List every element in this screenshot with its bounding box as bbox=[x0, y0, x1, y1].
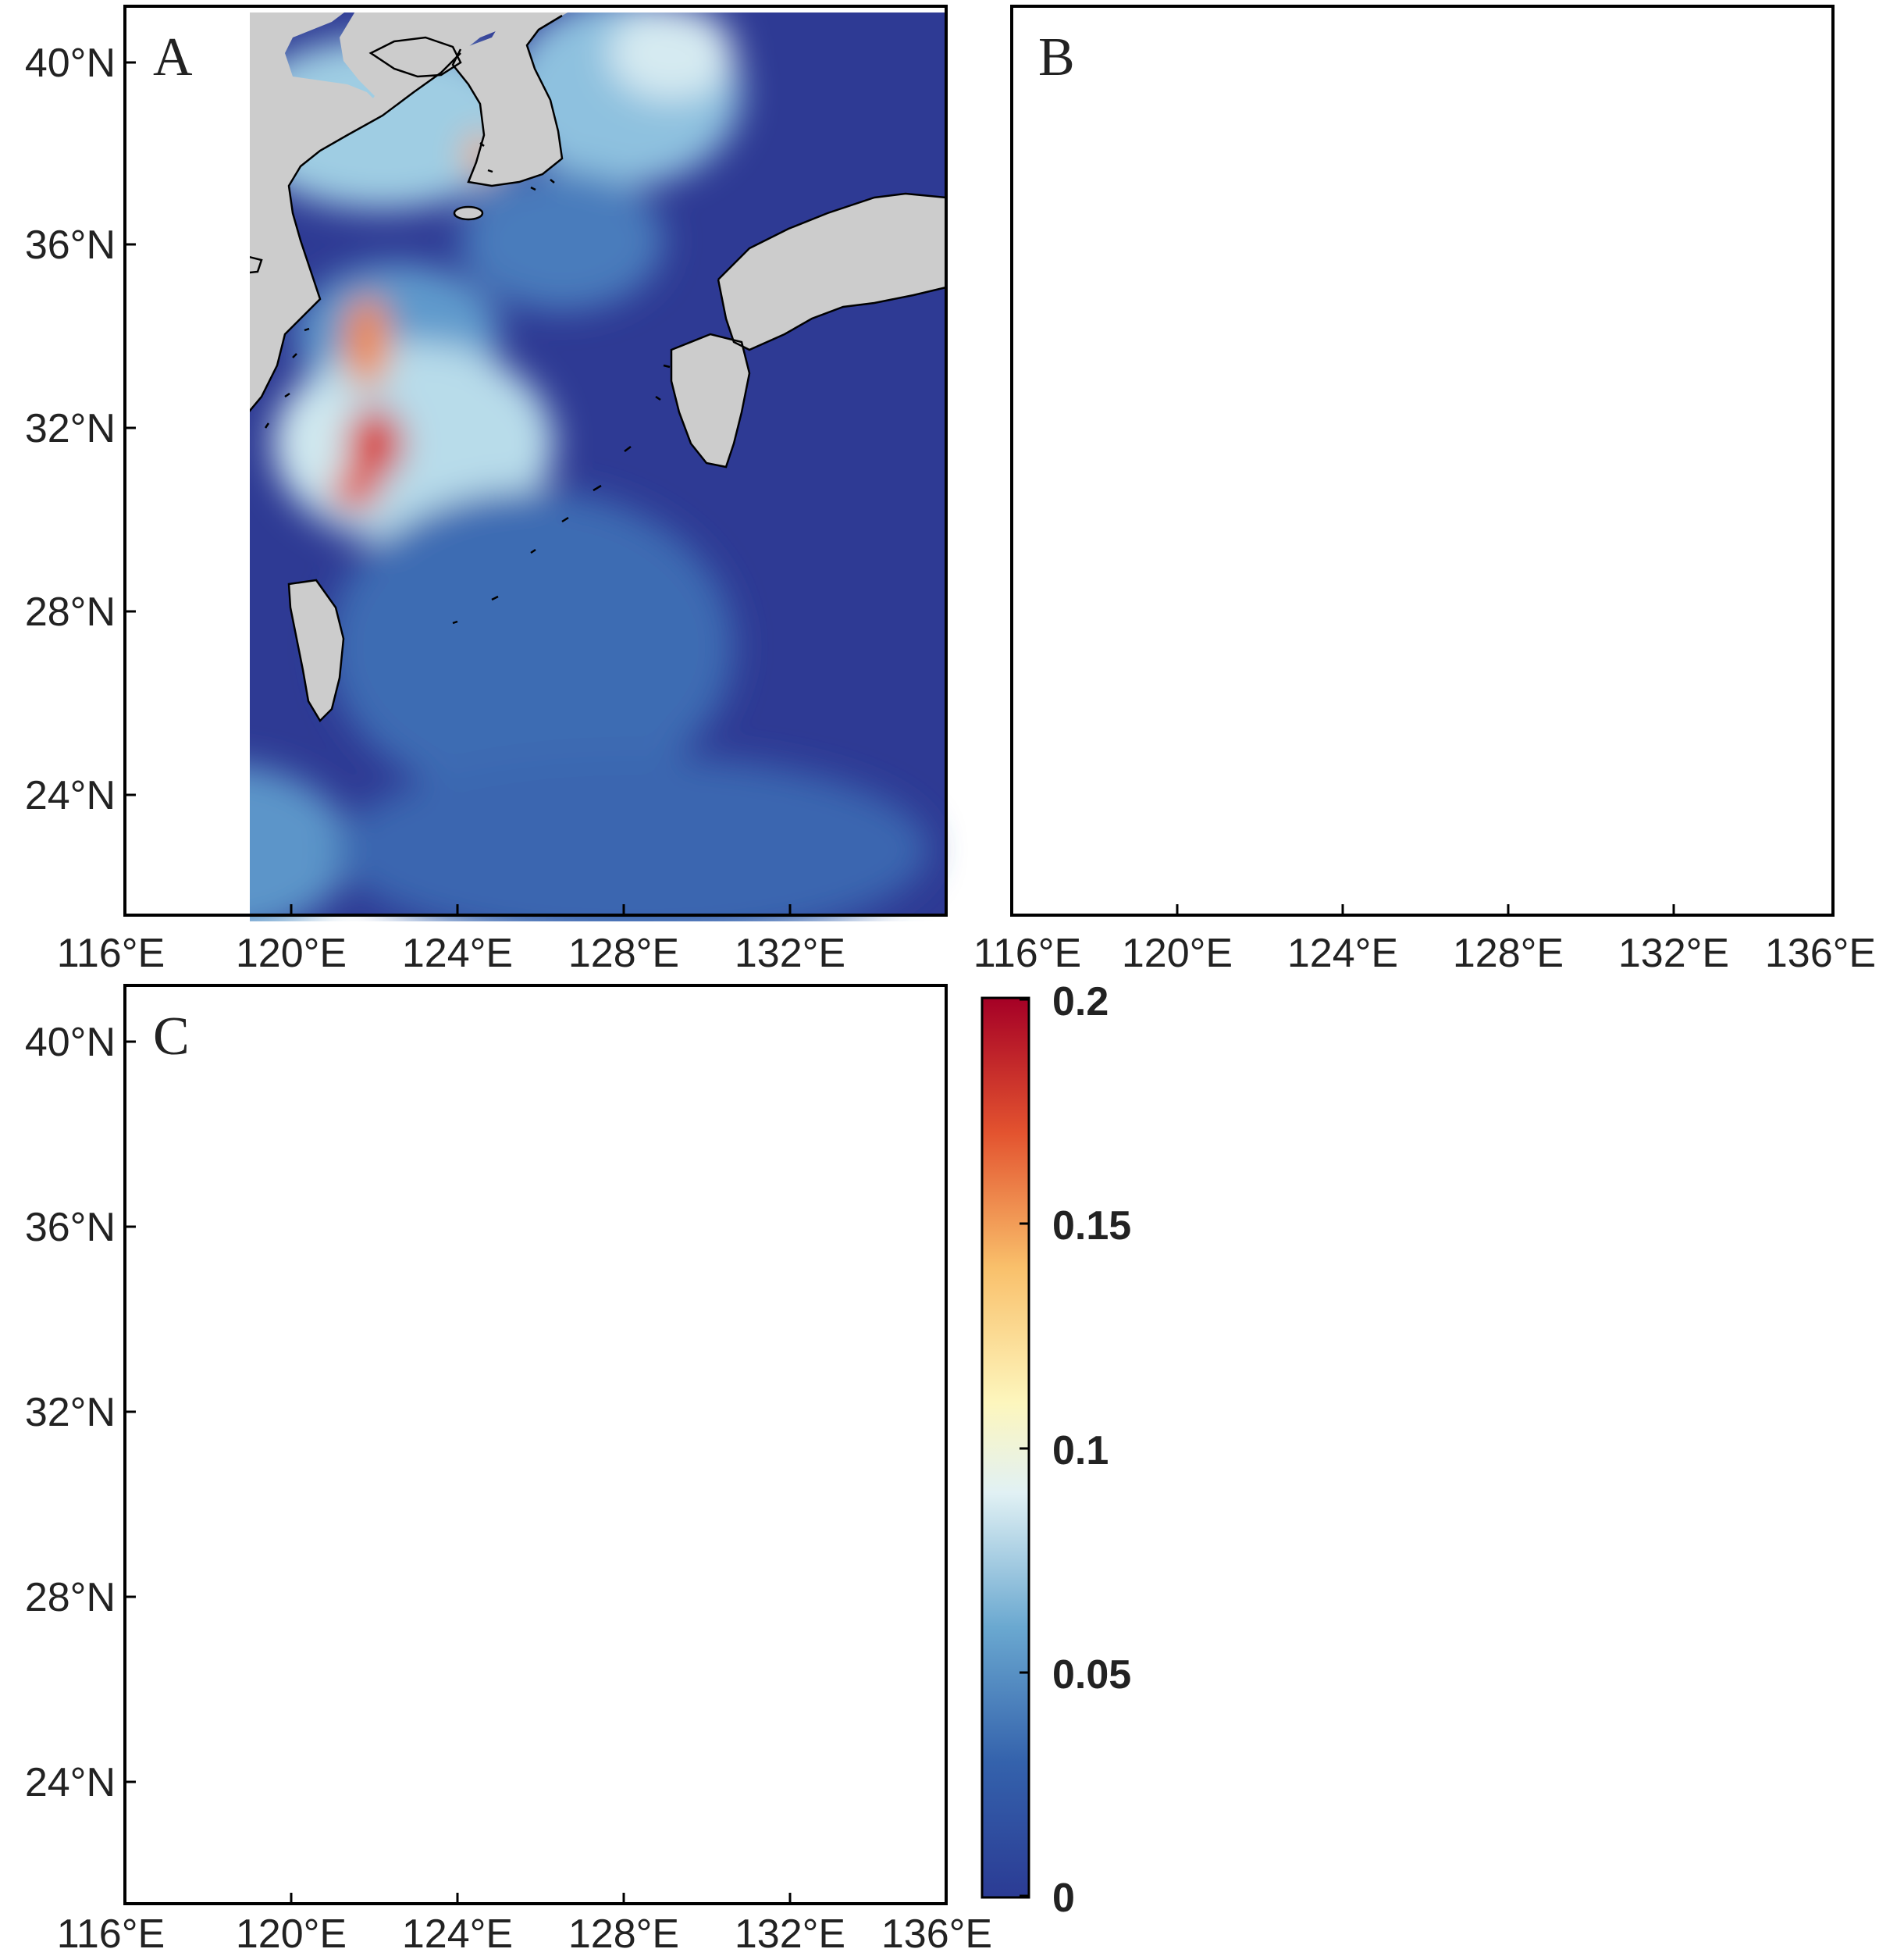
panel-b-lon-tick: 124°E bbox=[1287, 931, 1398, 976]
panel-a-lat-tick: 28°N bbox=[25, 590, 116, 635]
colorbar-tick: 0 bbox=[1052, 1876, 1075, 1921]
panel-b-frame bbox=[1010, 5, 1835, 917]
panel-a-lon-tick: 128°E bbox=[568, 931, 679, 976]
panel-b-lon-labels: 116°E 120°E 124°E 128°E 132°E 136°E bbox=[973, 931, 1876, 976]
panel-c-lat-tick: 28°N bbox=[25, 1575, 116, 1620]
panel-c-lon-labels: 116°E 120°E 124°E 128°E 132°E 136°E bbox=[57, 1911, 992, 1956]
colorbar-tick: 0.2 bbox=[1052, 979, 1109, 1024]
panel-b-lon-tick: 136°E bbox=[1765, 931, 1876, 976]
panel-c-lat-tick: 32°N bbox=[25, 1390, 116, 1435]
axis-ticks bbox=[123, 61, 1675, 1904]
panel-a-lat-tick: 24°N bbox=[25, 773, 116, 818]
panel-c-lon-tick: 128°E bbox=[568, 1911, 679, 1952]
panel-c-lon-tick: 124°E bbox=[402, 1911, 513, 1952]
panel-c-map bbox=[70, 978, 946, 1922]
panel-c-lon-tick: 120°E bbox=[236, 1911, 347, 1952]
panel-a-lon-tick: 116°E bbox=[57, 931, 165, 976]
panel-b-map bbox=[1012, 0, 1833, 915]
panel-a-lon-tick: 132°E bbox=[735, 931, 845, 976]
panel-b-lon-tick: 120°E bbox=[1122, 931, 1233, 976]
panel-a-lat-tick: 40°N bbox=[25, 41, 116, 86]
panel-a-lon-labels: 116°E 120°E 124°E 128°E 132°E bbox=[57, 931, 845, 976]
panel-c-lat-labels: 40°N 36°N 32°N 28°N 24°N bbox=[25, 1020, 116, 1805]
panel-c-lat-tick: 36°N bbox=[25, 1205, 116, 1250]
colorbar-tick: 0.15 bbox=[1052, 1203, 1131, 1249]
panel-a-map bbox=[250, 12, 948, 921]
panel-c-lon-tick: 116°E bbox=[57, 1911, 165, 1952]
panel-b-label: B bbox=[1038, 27, 1075, 87]
panel-b-lon-tick: 128°E bbox=[1453, 931, 1564, 976]
panel-b-lon-tick: 132°E bbox=[1618, 931, 1729, 976]
panel-c-label: C bbox=[153, 1007, 190, 1067]
panel-b-lon-tick: 116°E bbox=[973, 931, 1081, 976]
panel-a-frame bbox=[123, 5, 948, 917]
colorbar: 0.2 0.15 0.1 0.05 0 bbox=[980, 979, 1131, 1921]
panel-c-lon-tick: 132°E bbox=[735, 1911, 845, 1952]
panel-a-lat-tick: 32°N bbox=[25, 406, 116, 451]
panel-c-frame bbox=[123, 984, 948, 1905]
panel-c-lat-tick: 40°N bbox=[25, 1020, 116, 1065]
panel-a-lon-tick: 124°E bbox=[402, 931, 513, 976]
panel-a-label: A bbox=[153, 27, 193, 87]
colorbar-tick: 0.1 bbox=[1052, 1428, 1109, 1473]
panel-c-lon-tick: 136°E bbox=[881, 1911, 992, 1952]
panel-a-lat-labels: 40°N 36°N 32°N 28°N 24°N bbox=[25, 41, 116, 818]
panel-a-lon-tick: 120°E bbox=[236, 931, 347, 976]
colorbar-tick: 0.05 bbox=[1052, 1652, 1131, 1698]
panel-c-lat-tick: 24°N bbox=[25, 1760, 116, 1805]
panel-a-lat-tick: 36°N bbox=[25, 223, 116, 268]
